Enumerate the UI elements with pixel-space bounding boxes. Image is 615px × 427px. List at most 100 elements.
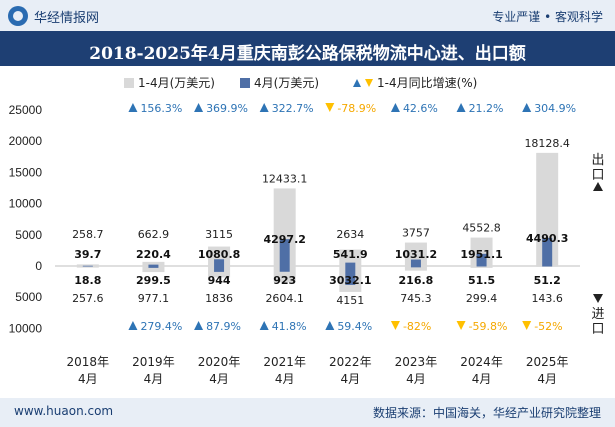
legend-swatch-ytd — [124, 78, 134, 88]
growth-export-up-triangle-icon — [128, 103, 138, 112]
bar-import-april — [345, 266, 356, 285]
brand: 华经情报网 — [8, 6, 99, 26]
label-import-ytd: 257.6 — [72, 292, 104, 305]
label-export-ytd: 258.7 — [72, 228, 104, 241]
x-tick-label-month: 4月 — [406, 372, 426, 386]
growth-export-down-triangle-icon — [325, 103, 335, 112]
bar-export-april — [148, 264, 159, 266]
growth-export-label: -78.9% — [337, 102, 376, 115]
label-export-ytd: 3115 — [205, 228, 233, 241]
label-export-april: 1031.2 — [395, 248, 437, 261]
legend-swatch-april — [240, 78, 250, 88]
label-export-april: 541.9 — [333, 248, 368, 261]
bar-import-april — [82, 266, 93, 267]
growth-import-label: 59.4% — [337, 320, 372, 333]
bar-export-april — [214, 259, 225, 266]
footer-url: www.huaon.com — [14, 404, 114, 418]
growth-import-label: 41.8% — [272, 320, 307, 333]
growth-import-label: -52% — [534, 320, 562, 333]
label-import-ytd: 2604.1 — [265, 292, 304, 305]
y-tick-label: 0 — [35, 259, 42, 273]
growth-export-label: 369.9% — [206, 102, 248, 115]
legend-label-ytd: 1-4月(万美元) — [138, 76, 215, 90]
growth-import-label: -59.8% — [469, 320, 508, 333]
growth-import-down-triangle-icon — [522, 321, 532, 330]
export-arrow-up-icon — [593, 182, 603, 191]
growth-export-up-triangle-icon — [522, 103, 532, 112]
label-import-ytd: 143.6 — [531, 292, 563, 305]
x-tick-label-year: 2018年 — [67, 355, 110, 369]
bar-export-april — [542, 237, 553, 266]
x-tick-label-month: 4月 — [472, 372, 492, 386]
legend-down-triangle-icon — [365, 79, 373, 87]
export-label-bottom: 口 — [591, 168, 604, 183]
label-export-ytd: 3757 — [402, 227, 430, 240]
x-tick-label-year: 2022年 — [329, 355, 372, 369]
label-export-april: 1080.8 — [198, 248, 240, 261]
chart-area: 25000 20000 15000 10000 5000 0 5000 10000 1-4月(万… — [9, 76, 605, 386]
label-export-ytd: 18128.4 — [524, 137, 570, 150]
import-label-top: 进 — [591, 307, 604, 322]
y-tick-label: 5000 — [15, 228, 42, 242]
bar-export-ytd — [470, 237, 493, 266]
label-export-april: 4490.3 — [526, 232, 568, 245]
brand-name: 华经情报网 — [34, 10, 100, 26]
bar-export-ytd — [142, 261, 165, 266]
bar-import-april — [542, 266, 553, 267]
growth-import-up-triangle-icon — [194, 321, 204, 330]
chart-title: 2018-2025年4月重庆南彭公路保税物流中心进、出口额 — [89, 44, 526, 64]
bar-import-april — [410, 266, 421, 268]
x-tick-label-year: 2021年 — [263, 355, 306, 369]
bar-export-ytd — [76, 264, 99, 266]
growth-import-label: -82% — [403, 320, 431, 333]
y-tick-label: 25000 — [9, 103, 43, 117]
growth-export-up-triangle-icon — [390, 103, 400, 112]
bar-import-ytd — [142, 266, 165, 273]
growth-export-label: 42.6% — [403, 102, 438, 115]
y-tick-label: 15000 — [9, 165, 43, 179]
label-export-ytd: 2634 — [336, 228, 364, 241]
import-arrow-down-icon — [593, 294, 603, 303]
label-export-april: 39.7 — [74, 248, 101, 261]
legend-up-triangle-icon — [353, 79, 361, 87]
footer-bar — [0, 398, 615, 427]
export-label-top: 出 — [591, 153, 604, 168]
logo-icon — [8, 6, 28, 26]
growth-export-label: 156.3% — [140, 102, 182, 115]
label-export-ytd: 4552.8 — [462, 222, 501, 235]
growth-import-down-triangle-icon — [390, 321, 400, 330]
bar-export-april — [279, 239, 290, 266]
label-export-april: 4297.2 — [263, 233, 305, 246]
growth-import-up-triangle-icon — [128, 321, 138, 330]
growth-export-up-triangle-icon — [456, 103, 466, 112]
growth-import-label: 279.4% — [140, 320, 182, 333]
label-import-ytd: 1836 — [205, 292, 233, 305]
bar-import-ytd — [404, 266, 427, 271]
growth-export-up-triangle-icon — [259, 103, 269, 112]
x-tick-label-year: 2023年 — [395, 355, 438, 369]
top-bar — [0, 0, 615, 31]
bar-import-april — [148, 266, 159, 268]
y-tick-label: 10000 — [9, 197, 43, 211]
label-import-april: 51.5 — [468, 274, 495, 287]
x-tick-label-year: 2025年 — [526, 355, 569, 369]
bar-export-ytd — [404, 242, 427, 266]
label-export-ytd: 12433.1 — [262, 172, 308, 185]
label-import-ytd: 4151 — [336, 294, 364, 307]
y-tick-label: 20000 — [9, 134, 43, 148]
x-tick-label-month: 4月 — [78, 372, 98, 386]
bar-import-ytd — [470, 266, 493, 268]
label-import-ytd: 977.1 — [138, 292, 170, 305]
x-tick-label-month: 4月 — [209, 372, 229, 386]
growth-import-down-triangle-icon — [456, 321, 466, 330]
bar-import-april — [279, 266, 290, 272]
title-bar — [0, 31, 615, 66]
growth-export-up-triangle-icon — [194, 103, 204, 112]
growth-export-label: 21.2% — [469, 102, 504, 115]
x-tick-label-year: 2019年 — [132, 355, 175, 369]
label-import-april: 923 — [273, 274, 296, 287]
x-tick-label-year: 2020年 — [198, 355, 241, 369]
slogan: 专业严谨 • 客观科学 — [492, 10, 603, 24]
x-tick-label-year: 2024年 — [460, 355, 503, 369]
bar-import-ytd — [76, 266, 99, 268]
